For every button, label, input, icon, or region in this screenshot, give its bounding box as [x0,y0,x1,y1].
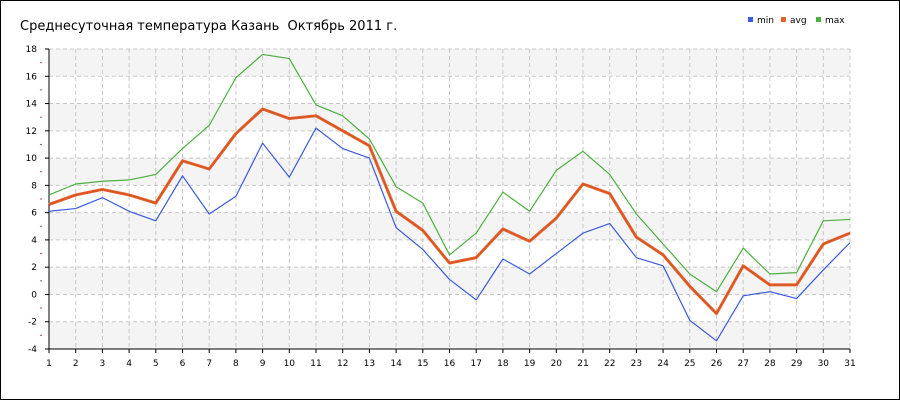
x-tick-label: 9 [260,359,266,369]
x-tick-label: 14 [390,359,402,369]
legend-swatch [781,17,786,22]
x-tick-label: 4 [126,359,132,369]
series-line-max [48,53,851,293]
x-tick-label: 22 [604,359,615,369]
x-tick-label: 17 [470,359,481,369]
x-tick-label: 1 [46,359,52,369]
y-tick-label: 0 [31,290,37,300]
x-tick-label: 19 [524,359,536,369]
legend-label: max [825,16,845,26]
x-tick-label: 12 [337,359,348,369]
x-tick-label: 11 [310,359,321,369]
x-tick-label: 20 [551,359,563,369]
legend-item-max: max [816,16,845,26]
y-tick-label: 14 [26,100,38,110]
x-tick-label: 2 [73,359,79,369]
x-tick-label: 28 [764,359,776,369]
legend-item-avg: avg [781,16,807,26]
x-tick-label: 29 [791,359,803,369]
x-tick-label: 25 [684,359,695,369]
x-tick-label: 7 [206,359,212,369]
x-tick-label: 26 [711,359,723,369]
y-tick-label: 10 [26,154,38,164]
y-tick-label: 2 [31,263,37,273]
y-tick-label: 6 [31,209,37,219]
x-tick-label: 24 [657,359,669,369]
y-tick-label: 16 [26,72,38,82]
x-tick-label: 30 [818,359,830,369]
x-tick-label: 13 [364,359,375,369]
legend-item-min: min [748,16,774,26]
y-tick-label: 12 [26,127,37,137]
series-line-avg-core [48,108,851,315]
x-tick-label: 6 [180,359,186,369]
x-tick-label: 15 [417,359,428,369]
x-tick-label: 8 [233,359,239,369]
x-tick-label: 31 [844,359,855,369]
legend-swatch [816,17,821,22]
chart-title: Среднесуточная температура Казань Октябр… [20,19,398,34]
series-line-min [48,127,851,342]
y-tick-label: -4 [28,345,37,355]
y-tick-label: 4 [31,236,37,246]
legend-label: min [757,16,774,26]
x-tick-label: 23 [631,359,642,369]
legend-label: avg [790,16,807,26]
x-tick-label: 18 [497,359,509,369]
x-tick-label: 27 [737,359,748,369]
x-tick-label: 5 [153,359,159,369]
x-tick-label: 16 [444,359,456,369]
x-tick-label: 3 [100,359,106,369]
legend-swatch [748,17,753,22]
y-tick-label: -2 [28,318,37,328]
y-tick-label: 18 [26,45,38,55]
y-tick-label: 8 [31,181,37,191]
x-tick-label: 21 [577,359,588,369]
x-tick-label: 10 [284,359,296,369]
